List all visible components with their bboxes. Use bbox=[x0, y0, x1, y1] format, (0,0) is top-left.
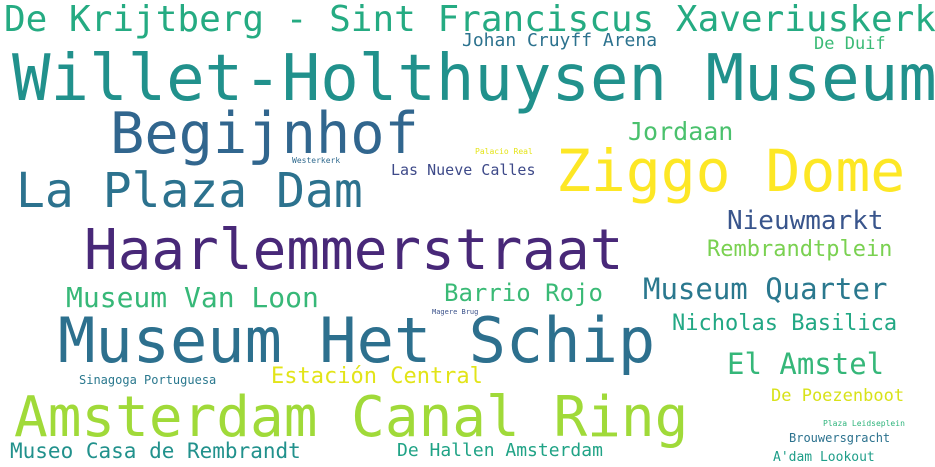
word-de-poezenboot: De Poezenboot bbox=[771, 386, 905, 406]
word-la-plaza-dam: La Plaza Dam bbox=[16, 163, 363, 219]
word-adam-lookout: A'dam Lookout bbox=[773, 450, 875, 465]
word-nicholas-basilica: Nicholas Basilica bbox=[672, 311, 898, 336]
word-museum-het-schip: Museum Het Schip bbox=[58, 304, 656, 377]
word-rembrandtplein: Rembrandtplein bbox=[707, 237, 893, 262]
word-las-nueve-calles: Las Nueve Calles bbox=[391, 161, 536, 179]
word-brouwersgracht: Brouwersgracht bbox=[789, 431, 891, 445]
word-el-amstel: El Amstel bbox=[727, 347, 885, 381]
word-johan-cruyff-arena: Johan Cruyff Arena bbox=[462, 30, 658, 51]
word-willet-holthuysen-museum: Willet-Holthuysen Museum bbox=[12, 42, 935, 116]
word-barrio-rojo: Barrio Rojo bbox=[444, 279, 603, 307]
word-krijtberg: De Krijtberg - Sint Franciscus Xaveriusk… bbox=[4, 0, 935, 40]
word-jordaan: Jordaan bbox=[628, 117, 734, 146]
word-palacio-real: Palacio Real bbox=[475, 147, 533, 156]
word-ziggo-dome: Ziggo Dome bbox=[556, 137, 906, 205]
word-museum-quarter: Museum Quarter bbox=[643, 272, 888, 306]
word-museo-casa-de-rembrandt: Museo Casa de Rembrandt bbox=[10, 439, 301, 463]
word-nieuwmarkt: Nieuwmarkt bbox=[727, 206, 884, 236]
word-begijnhof: Begijnhof bbox=[110, 101, 419, 167]
word-plaza-leidseplein: Plaza Leidseplein bbox=[823, 419, 905, 428]
word-de-duif: De Duif bbox=[814, 34, 886, 54]
word-westerkerk: Westerkerk bbox=[292, 156, 341, 165]
word-de-hallen-amsterdam: De Hallen Amsterdam bbox=[397, 440, 603, 461]
word-museum-van-loon: Museum Van Loon bbox=[66, 281, 319, 314]
word-estacion-central: Estación Central bbox=[271, 364, 483, 389]
word-haarlemmerstraat: Haarlemmerstraat bbox=[84, 218, 624, 283]
word-amsterdam-canal-ring: Amsterdam Canal Ring bbox=[14, 385, 689, 450]
word-magere-brug: Magere Brug bbox=[432, 308, 479, 316]
word-sinagoga-portuguesa: Sinagoga Portuguesa bbox=[79, 373, 217, 387]
